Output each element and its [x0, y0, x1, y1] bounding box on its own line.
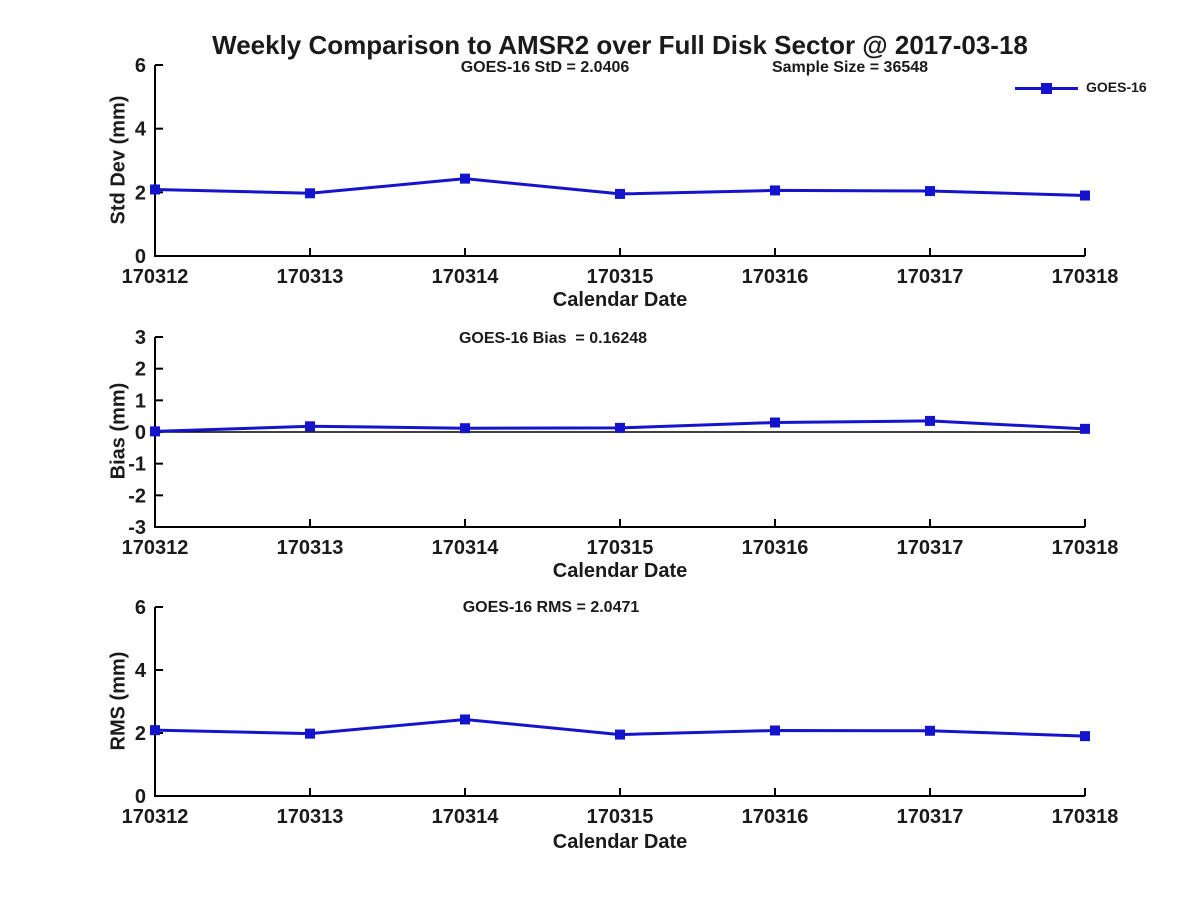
x-tick-label: 170313	[277, 266, 344, 288]
data-point-marker	[150, 426, 160, 437]
x-tick-label: 170318	[1052, 537, 1119, 559]
x-tick-label: 170317	[897, 806, 964, 828]
stddev-x-axis-label: Calendar Date	[552, 289, 688, 311]
stddev-y-axis-label: Std Dev (mm)	[107, 95, 130, 225]
y-tick-label: 2	[135, 723, 146, 745]
bias-annotation: GOES-16 Bias = 0.16248	[458, 330, 648, 347]
y-tick-label: -3	[128, 517, 146, 539]
data-point-marker	[770, 417, 780, 428]
y-tick-label: 1	[135, 390, 146, 412]
x-tick-label: 170316	[742, 537, 809, 559]
page-title: Weekly Comparison to AMSR2 over Full Dis…	[212, 30, 1028, 60]
axis-spines	[154, 65, 1085, 257]
x-tick-label: 170313	[277, 537, 344, 559]
y-tick-label: 0	[135, 422, 146, 444]
x-tick-label: 170318	[1052, 806, 1119, 828]
data-point-marker	[460, 423, 470, 434]
x-tick-label: 170315	[587, 266, 654, 288]
data-point-marker	[460, 173, 470, 184]
x-tick-label: 170315	[587, 806, 654, 828]
x-tick-label: 170312	[122, 806, 189, 828]
rms-y-axis-label: RMS (mm)	[107, 651, 130, 751]
x-tick-label: 170316	[742, 266, 809, 288]
y-tick-label: 2	[135, 182, 146, 204]
y-tick-label: -1	[128, 454, 146, 476]
y-tick-label: 6	[135, 597, 146, 619]
x-tick-label: 170312	[122, 266, 189, 288]
data-point-marker	[615, 422, 625, 433]
x-tick-label: 170315	[587, 537, 654, 559]
y-tick-label: 4	[135, 119, 147, 141]
data-point-marker	[305, 728, 315, 739]
y-tick-label: 0	[135, 246, 146, 268]
x-tick-label: 170316	[742, 806, 809, 828]
data-point-marker	[460, 714, 470, 725]
y-tick-label: -2	[128, 485, 146, 507]
x-tick-label: 170317	[897, 266, 964, 288]
x-tick-label: 170313	[277, 806, 344, 828]
data-point-marker	[1080, 190, 1090, 201]
x-tick-label: 170312	[122, 537, 189, 559]
data-point-marker	[925, 725, 935, 736]
bias-y-axis-label: Bias (mm)	[107, 382, 130, 480]
axis-spines	[154, 607, 1085, 797]
y-tick-label: 3	[135, 327, 146, 349]
data-point-marker	[925, 186, 935, 197]
y-tick-label: 4	[135, 660, 147, 682]
data-point-marker	[305, 421, 315, 432]
legend-label: GOES-16	[1086, 79, 1147, 95]
rms-annotation: GOES-16 RMS = 2.0471	[462, 599, 640, 616]
data-point-marker	[770, 185, 780, 196]
rms-x-axis-label: Calendar Date	[552, 831, 688, 853]
data-point-marker	[615, 729, 625, 740]
x-tick-label: 170314	[432, 806, 500, 828]
data-point-marker	[150, 725, 160, 736]
data-line	[154, 177, 1086, 198]
data-point-marker	[770, 725, 780, 736]
axis-spines	[154, 337, 1085, 528]
sample-size-annotation: Sample Size = 36548	[771, 59, 929, 76]
stddev-annotation: GOES-16 StD = 2.0406	[460, 59, 630, 76]
legend: GOES-16	[1015, 78, 1185, 98]
x-tick-label: 170318	[1052, 266, 1119, 288]
x-tick-label: 170317	[897, 537, 964, 559]
data-point-marker	[150, 184, 160, 195]
y-tick-label: 2	[135, 359, 146, 381]
legend-marker-icon	[1041, 83, 1052, 94]
y-tick-label: 0	[135, 786, 146, 808]
x-tick-label: 170314	[432, 266, 500, 288]
bias-x-axis-label: Calendar Date	[552, 560, 688, 582]
data-point-marker	[305, 188, 315, 199]
data-point-marker	[615, 188, 625, 199]
data-point-marker	[1080, 423, 1090, 434]
x-tick-label: 170314	[432, 537, 500, 559]
data-point-marker	[1080, 731, 1090, 742]
data-point-marker	[925, 415, 935, 426]
data-line	[154, 717, 1086, 738]
data-line	[154, 419, 1086, 433]
